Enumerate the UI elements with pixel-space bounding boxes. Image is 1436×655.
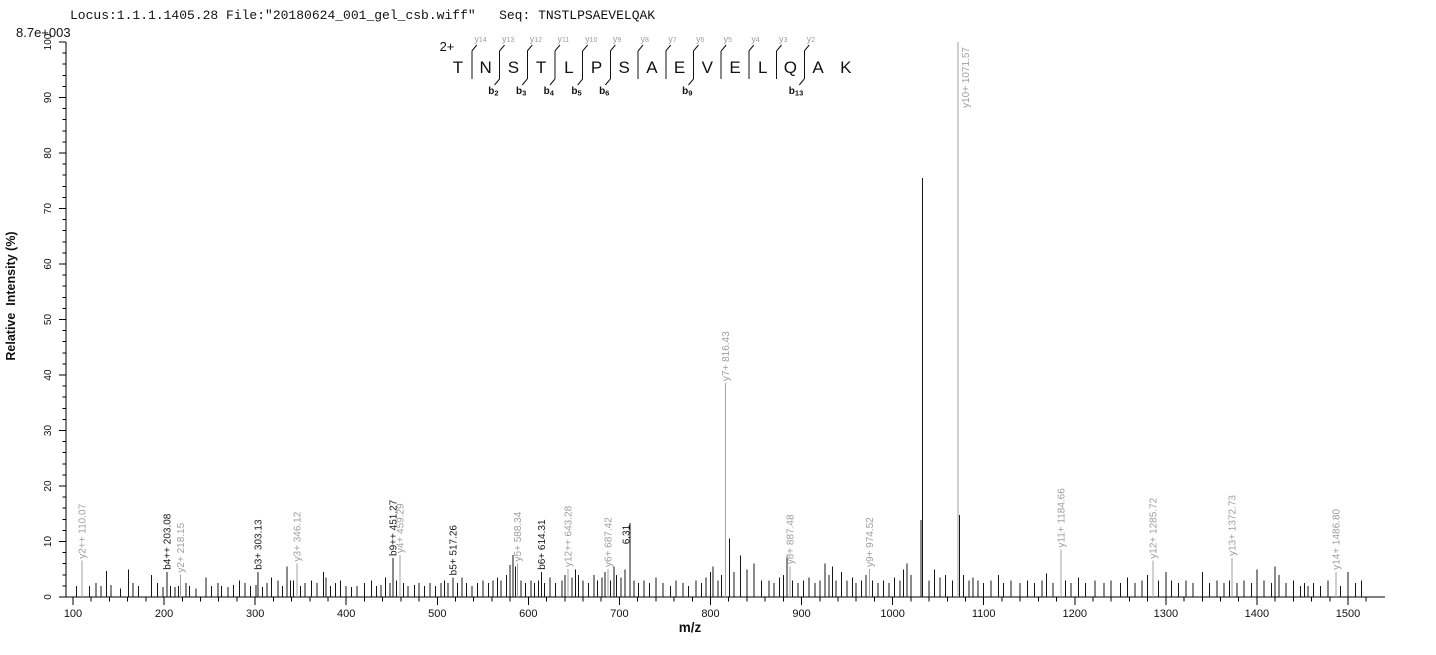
y-tick-label: 80 xyxy=(43,147,54,159)
sequence-residue: S xyxy=(619,58,630,77)
b-ion-cut-label: b13 xyxy=(789,86,803,98)
annotated-peaks: y2++ 110.07 b4++ 203.08 y2+ 218.15 b3+ 303.… xyxy=(78,42,1342,597)
ion-label: y3+ 346.12 xyxy=(293,511,304,561)
ion-label: y13+ 1372.73 xyxy=(1228,495,1239,556)
y-ion-cut-label: y4 xyxy=(751,34,760,44)
sequence-residue: L xyxy=(564,58,573,77)
b-ion-cut-label: b5 xyxy=(571,86,581,98)
x-tick-label: 1100 xyxy=(972,608,996,620)
x-tick-label: 1400 xyxy=(1245,608,1269,620)
x-tick-label: 1200 xyxy=(1063,608,1087,620)
ion-label: y2+ 218.15 xyxy=(176,522,187,572)
sequence-residue: Q xyxy=(784,58,797,77)
y-ion-cut-label: y2 xyxy=(807,34,816,44)
b-ion-cut-label: b9 xyxy=(682,86,692,98)
ion-label: b4++ 203.08 xyxy=(162,513,173,570)
b-ion-cut-label: b3 xyxy=(516,86,526,98)
y-axis-ticks: 0 10 20 30 40 50 60 70 80 90 100 xyxy=(43,33,66,600)
sequence-residue: S xyxy=(508,58,519,77)
y-ion-cut-label: y8 xyxy=(641,34,650,44)
y-tick-label: 40 xyxy=(43,369,54,381)
base-peak-intensity-label: 8.7e+003 xyxy=(16,25,71,40)
y-tick-label: 70 xyxy=(43,203,54,215)
ion-label: y9+ 974.52 xyxy=(865,517,876,567)
unlabeled-peaks xyxy=(76,177,1363,597)
ion-label: y10+ 1071.57 xyxy=(961,47,972,108)
y-tick-label: 30 xyxy=(43,425,54,437)
ion-label: y2++ 110.07 xyxy=(78,503,89,558)
spectrum-header-line: Locus:1.1.1.1405.28 File:"20180624_001_g… xyxy=(70,8,656,23)
y-ion-cut-label: y5 xyxy=(724,34,733,44)
x-tick-label: 500 xyxy=(428,608,446,620)
y-ion-cut-label: y14 xyxy=(474,34,486,44)
x-axis-ticks: 100 200 300 400 500 600 700 800 900 1000 1100 1200 1… xyxy=(64,597,1367,620)
y-tick-label: 10 xyxy=(43,536,54,548)
x-tick-label: 300 xyxy=(246,608,264,620)
y-tick-label: 100 xyxy=(43,33,54,50)
sequence-residue: V xyxy=(702,58,714,77)
y-tick-label: 60 xyxy=(43,258,54,270)
sequence-residue: A xyxy=(812,58,824,77)
sequence-residue: K xyxy=(840,58,852,77)
sequence-residue: T xyxy=(536,58,546,77)
sequence-residue: T xyxy=(453,58,463,77)
x-tick-label: 900 xyxy=(792,608,810,620)
x-tick-label: 1500 xyxy=(1336,608,1360,620)
x-tick-label: 200 xyxy=(155,608,173,620)
y-tick-label: 20 xyxy=(43,480,54,492)
ion-label: y6+ 687.42 xyxy=(603,517,614,567)
y-ion-cut-label: y9 xyxy=(613,34,622,44)
y-ion-cut-label: y3 xyxy=(779,34,788,44)
y-tick-label: 90 xyxy=(43,92,54,104)
x-tick-label: 1000 xyxy=(880,608,904,620)
ion-label: b9++ 451.27 xyxy=(388,499,399,556)
ion-label: y14+ 1486.80 xyxy=(1331,508,1342,569)
sequence-residue: E xyxy=(729,58,740,77)
sequence-residue: N xyxy=(480,58,492,77)
x-tick-label: 1300 xyxy=(1154,608,1178,620)
ion-label: y12++ 643.28 xyxy=(563,505,574,567)
b-ion-cut-label: b4 xyxy=(544,86,555,98)
ion-label: b3+ 303.13 xyxy=(253,519,264,570)
y-ion-cut-label: y13 xyxy=(502,34,514,44)
x-tick-label: 100 xyxy=(64,608,82,620)
ion-label: b5+ 517.26 xyxy=(449,525,460,576)
sequence-residue: E xyxy=(674,58,685,77)
x-tick-label: 600 xyxy=(519,608,537,620)
y-tick-label: 0 xyxy=(43,594,54,600)
sequence-residue: L xyxy=(758,58,767,77)
ion-label: y8+ 887.48 xyxy=(786,514,797,564)
ion-label: b6+ 614.31 xyxy=(537,519,548,570)
ion-label: y5+ 588.34 xyxy=(513,511,524,561)
y-tick-label: 50 xyxy=(43,314,54,326)
y-ion-cut-label: y10 xyxy=(585,34,597,44)
b-ion-cut-label: b2 xyxy=(488,86,498,98)
b-ion-cut-label: b6 xyxy=(599,86,609,98)
x-tick-label: 700 xyxy=(610,608,628,620)
ion-label: y7+ 816.43 xyxy=(721,331,732,381)
partial-ion-label: 6.31 xyxy=(621,524,632,544)
sequence-residue: A xyxy=(646,58,658,77)
y-ion-cut-label: y12 xyxy=(530,34,542,44)
y-ion-cut-label: y7 xyxy=(668,34,677,44)
y-ion-cut-label: y6 xyxy=(696,34,705,44)
x-tick-label: 800 xyxy=(701,608,719,620)
ion-label: y4+ 459.29 xyxy=(396,503,407,553)
x-tick-label: 400 xyxy=(337,608,355,620)
ion-label: y12+ 1285.72 xyxy=(1148,497,1159,558)
precursor-charge: 2+ xyxy=(440,39,455,54)
sequence-residue: P xyxy=(591,58,602,77)
ion-label: y11+ 1184.66 xyxy=(1056,488,1067,548)
x-axis-title: m/z xyxy=(678,620,702,635)
y-ion-cut-label: y11 xyxy=(557,34,569,44)
